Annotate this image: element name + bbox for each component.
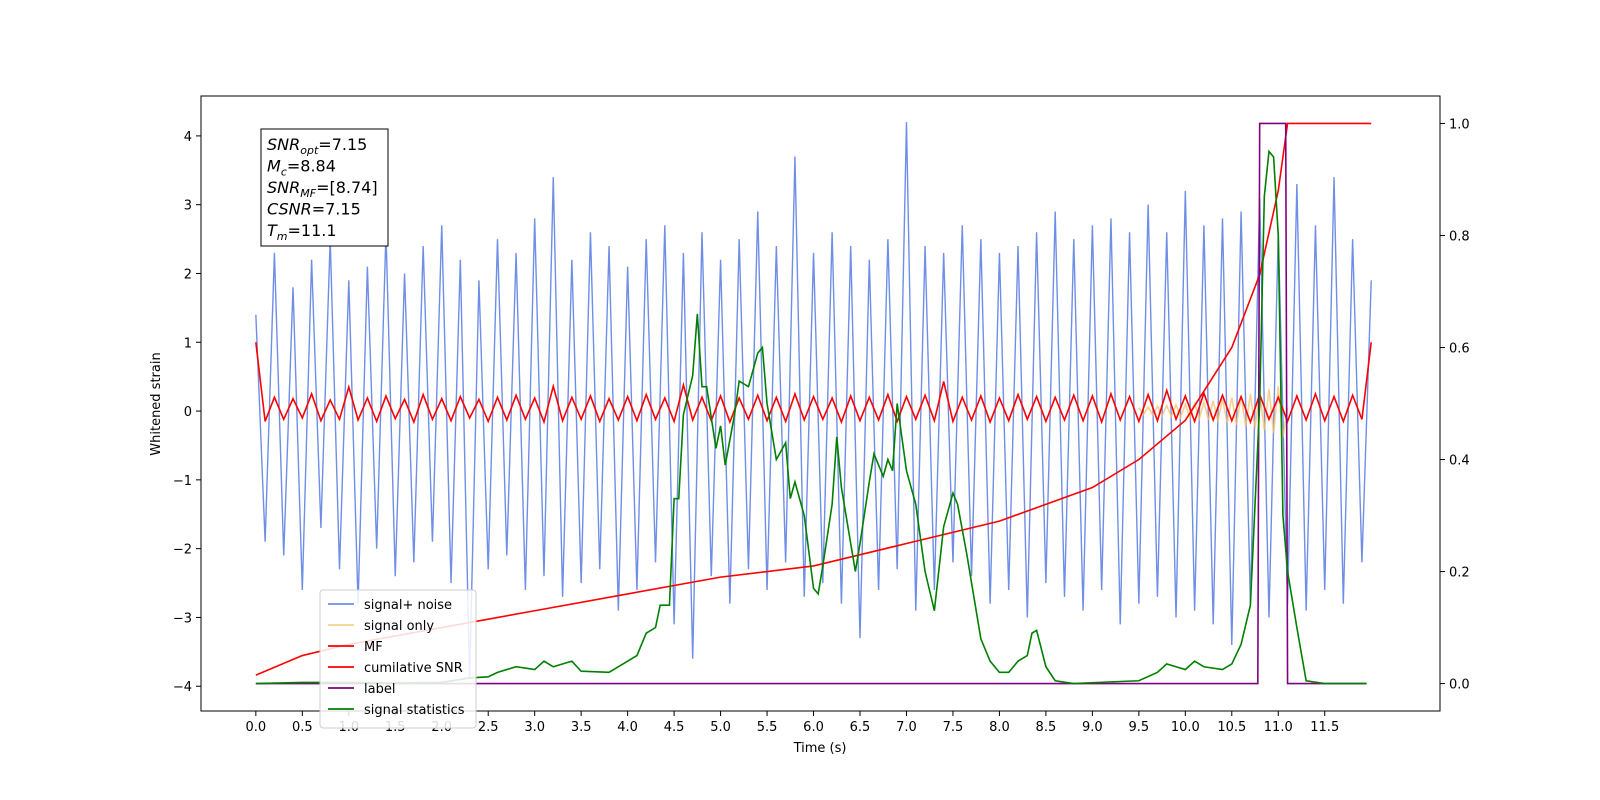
annotation-sub: opt [300, 144, 319, 157]
x-tick-label: 4.5 [664, 720, 685, 735]
x-tick-label: 3.0 [524, 720, 545, 735]
y2-tick-label: 1.0 [1449, 117, 1470, 132]
annotation-name: SNR [267, 178, 300, 197]
y2-tick-label: 0.0 [1449, 678, 1470, 693]
y-tick-label: 4 [184, 130, 192, 145]
y-tick-label: 1 [184, 336, 192, 351]
y2-tick-label: 0.8 [1449, 229, 1470, 244]
legend-label: signal+ noise [364, 598, 452, 613]
annotation: SNRopt=7.15 [267, 135, 367, 157]
annotation-name: T [267, 221, 278, 240]
legend-label: signal only [364, 619, 434, 634]
annotation: SNRMF=[8.74] [267, 178, 378, 200]
annotation-value: =11.1 [288, 221, 337, 240]
x-tick-label: 3.5 [571, 720, 592, 735]
annotation-name: CSNR [267, 200, 312, 219]
y-tick-label: −1 [173, 474, 192, 489]
annotation: Tm=11.1 [267, 221, 337, 243]
series-line [255, 342, 1373, 425]
series-line [255, 122, 1372, 680]
x-tick-label: 6.0 [803, 720, 824, 735]
annotation-name: SNR [267, 135, 300, 154]
y-tick-label: 2 [184, 267, 192, 282]
annotation-sub: MF [300, 187, 316, 200]
y-tick-label: −4 [173, 680, 192, 695]
x-tick-label: 10.0 [1171, 720, 1200, 735]
y2-tick-label: 0.4 [1449, 454, 1470, 469]
legend-label: signal statistics [364, 703, 465, 718]
x-tick-label: 5.5 [757, 720, 778, 735]
y2-tick-label: 0.2 [1449, 566, 1470, 581]
x-tick-label: 9.5 [1129, 720, 1150, 735]
annotation-box [260, 128, 389, 247]
annotation-sub: m [277, 230, 288, 243]
x-tick-label: 0.0 [245, 720, 266, 735]
x-tick-label: 0.5 [292, 720, 313, 735]
y-axis-label: Whitened strain [149, 352, 164, 455]
legend-box [319, 589, 477, 729]
x-axis-label: Time (s) [793, 741, 847, 756]
series-line [1138, 386, 1289, 438]
x-tick-label: 6.5 [850, 720, 871, 735]
x-tick-label: 4.0 [617, 720, 638, 735]
annotation-sub: c [281, 166, 287, 179]
annotation-name: M [267, 157, 281, 176]
legend-label: label [364, 682, 395, 697]
x-tick-label: 8.0 [989, 720, 1010, 735]
y-tick-label: 3 [184, 199, 192, 214]
plot-frame [200, 95, 1441, 712]
legend-label: cumilative SNR [364, 661, 463, 676]
annotation-value: =7.15 [318, 135, 367, 154]
x-tick-label: 11.0 [1264, 720, 1293, 735]
x-tick-label: 5.0 [710, 720, 731, 735]
y-tick-label: 0 [184, 405, 192, 420]
y-tick-label: −3 [173, 611, 192, 626]
series-line [255, 149, 1367, 685]
x-tick-label: 9.0 [1082, 720, 1103, 735]
x-tick-label: 11.5 [1310, 720, 1339, 735]
annotation: Mc=8.84 [267, 157, 336, 179]
x-tick-label: 7.5 [943, 720, 964, 735]
x-tick-label: 8.5 [1036, 720, 1057, 735]
y2-tick-label: 0.6 [1449, 341, 1470, 356]
annotation-value: =[8.74] [316, 178, 378, 197]
y-tick-label: −2 [173, 543, 192, 558]
annotation-value: =7.15 [312, 200, 361, 219]
x-tick-label: 7.0 [896, 720, 917, 735]
x-tick-label: 2.5 [478, 720, 499, 735]
annotation-value: =8.84 [287, 157, 336, 176]
x-tick-label: 10.5 [1217, 720, 1246, 735]
legend-label: MF [364, 640, 383, 655]
annotation: CSNR=7.15 [267, 200, 361, 219]
